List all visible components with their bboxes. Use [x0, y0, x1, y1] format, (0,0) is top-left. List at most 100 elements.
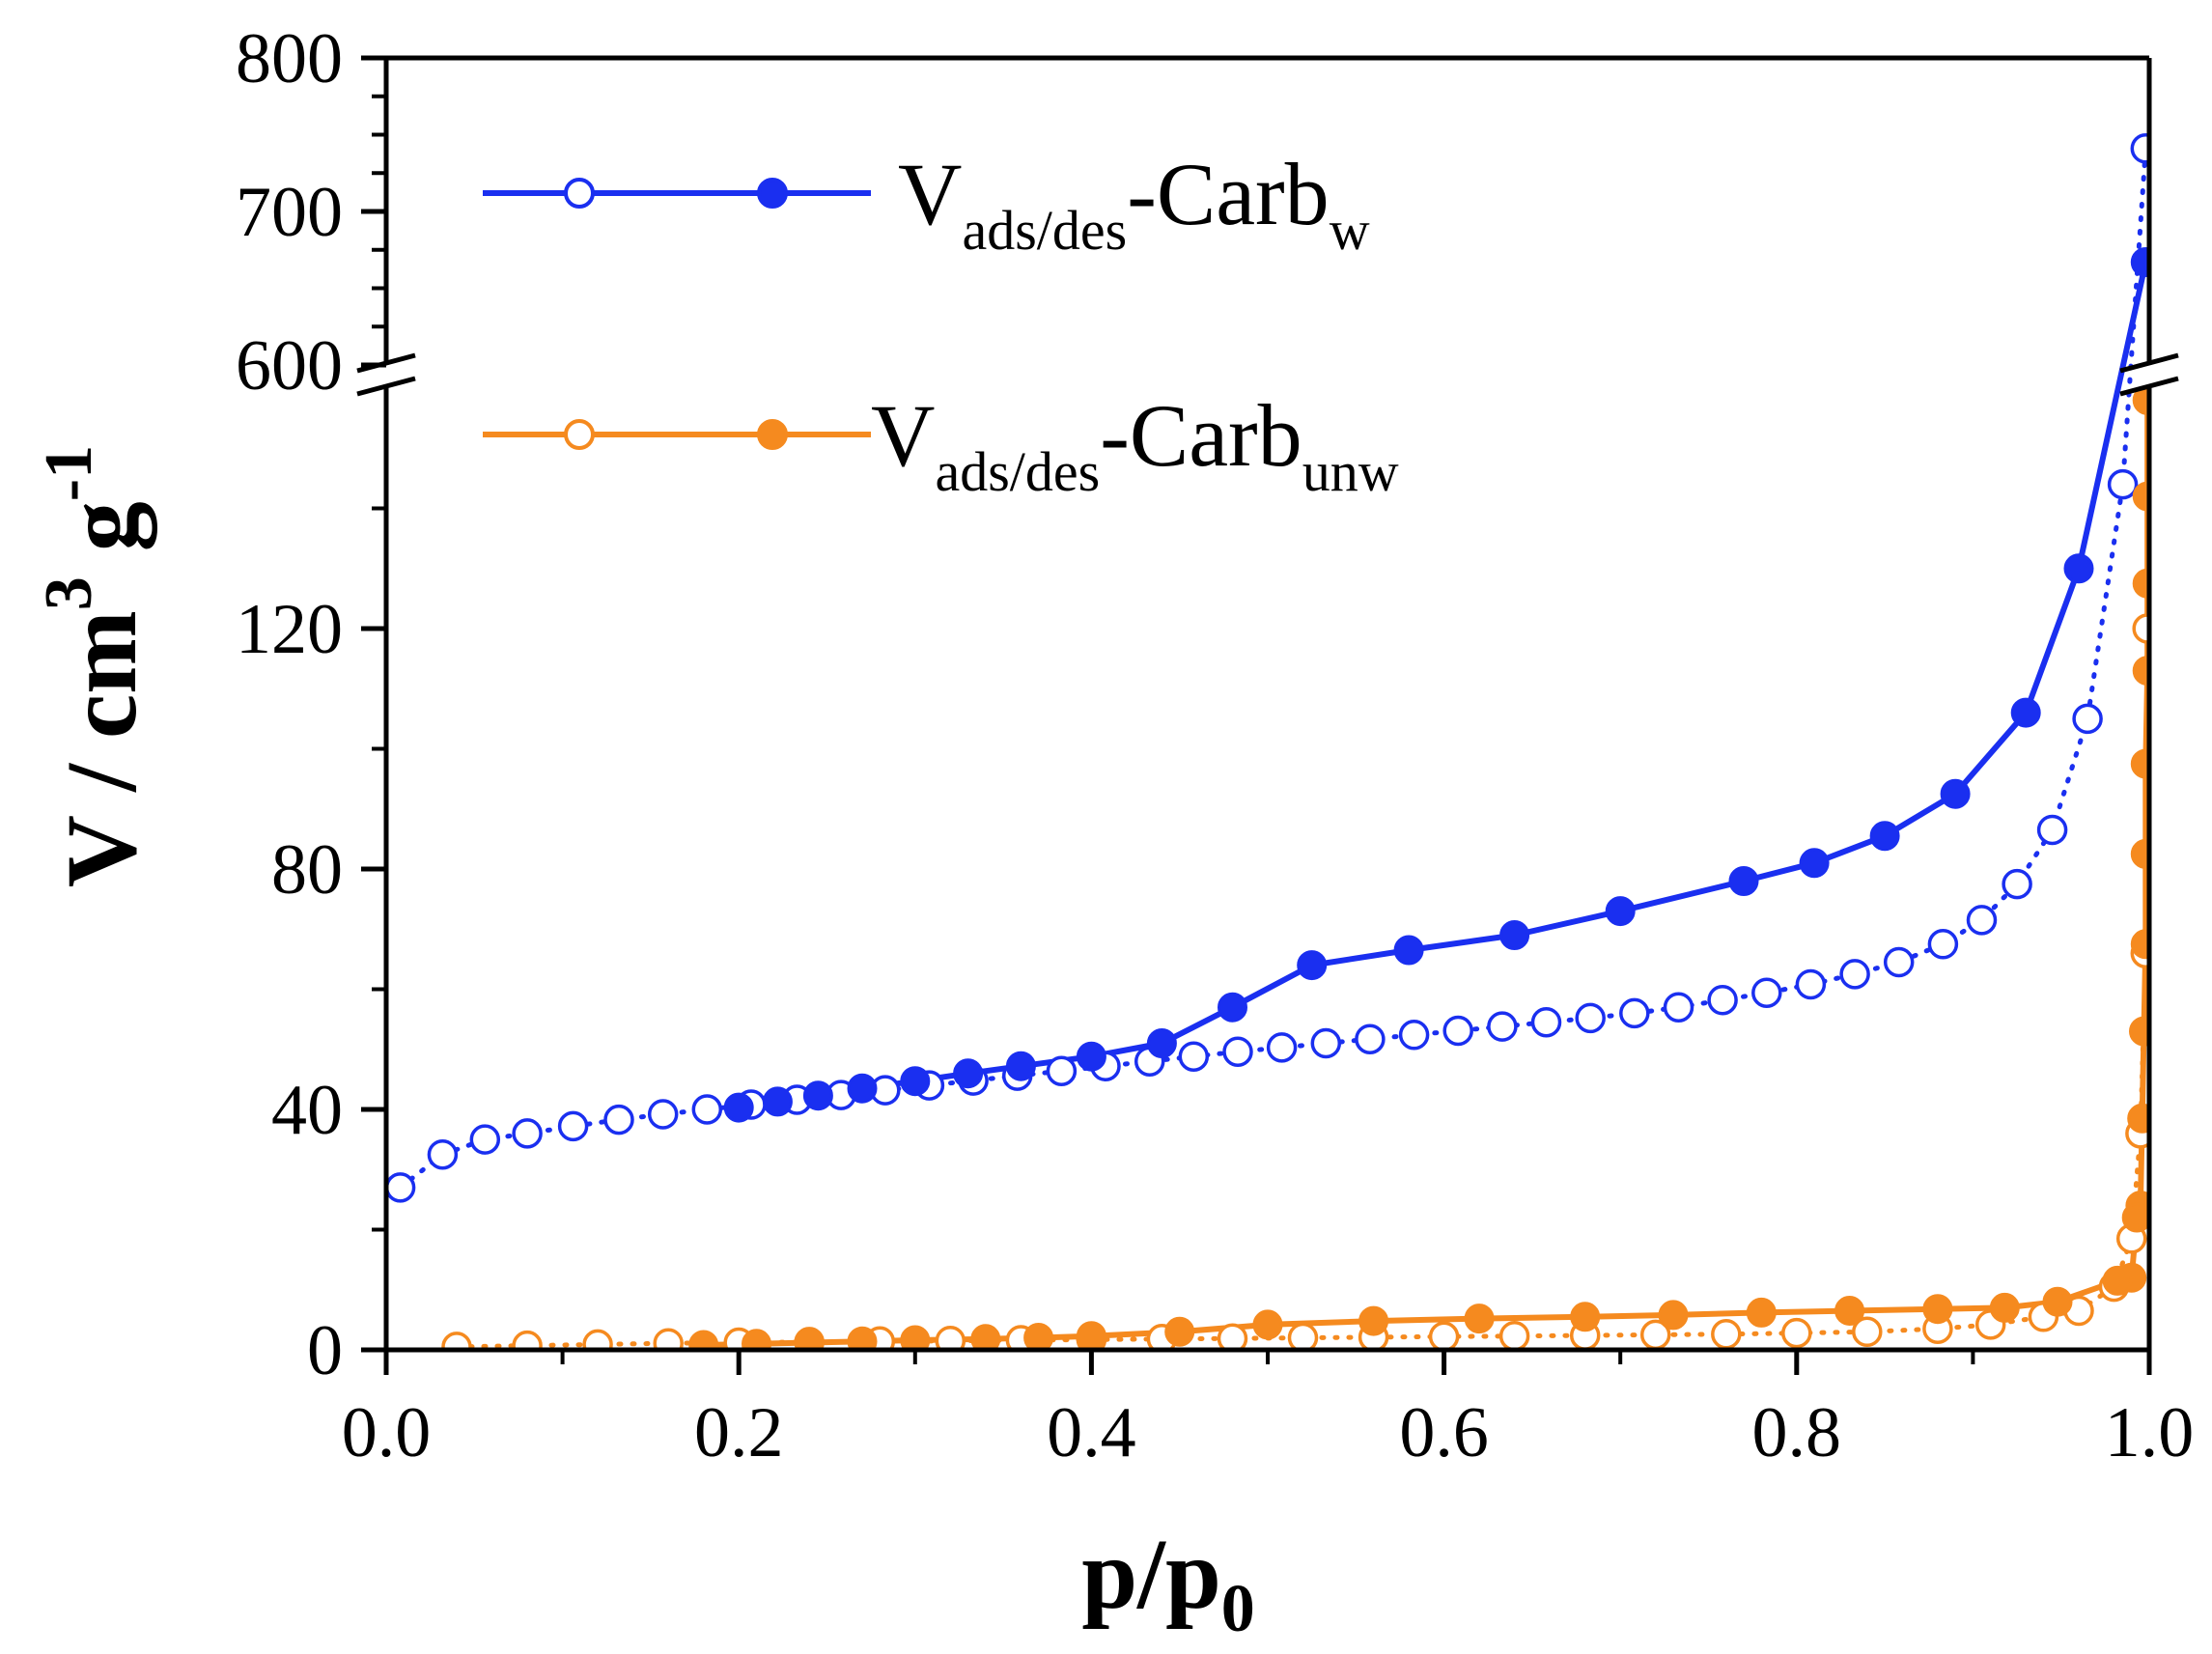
- data-point-carb_unw_des: [2130, 838, 2149, 869]
- data-point-carb_unw_ads: [935, 1325, 966, 1350]
- legend-open-marker-carb-w: [564, 178, 595, 209]
- data-point-carb_w_ads: [1751, 977, 1782, 1008]
- data-point-carb_w_ads: [2130, 133, 2149, 164]
- y-tick-label-upper: 700: [236, 173, 343, 252]
- data-point-carb_w_ads: [2107, 468, 2139, 500]
- x-tick-label: 0.4: [1047, 1393, 1136, 1472]
- data-point-carb_w_ads: [427, 1138, 459, 1170]
- data-point-carb_w_des: [1869, 821, 1900, 852]
- data-point-carb_w_des: [1393, 935, 1424, 966]
- y-tick-label: 40: [271, 1071, 343, 1150]
- data-point-carb_w_ads: [1663, 992, 1694, 1023]
- data-point-carb_unw_des: [1164, 1316, 1195, 1347]
- data-point-carb_unw_des: [1252, 1309, 1283, 1340]
- data-point-carb_unw_des: [1570, 1302, 1601, 1332]
- data-point-carb_unw_ads: [1428, 1321, 1460, 1350]
- data-point-carb_w_des: [1799, 848, 1830, 879]
- data-point-carb_w_ads: [1966, 905, 1998, 936]
- data-point-carb_unw_des: [2121, 1202, 2149, 1233]
- data-point-carb_w_ads: [1795, 968, 1827, 1000]
- series-line-carb_w_des: [736, 259, 2149, 1111]
- axis-ticks: 0.0 0.2 0.4 0.6 0.8 1.0 0 40 80 120 600 700 800: [236, 19, 2194, 1472]
- data-point-carb_unw_des: [1746, 1297, 1777, 1328]
- series-markers-carb_unw_des: [688, 384, 2149, 1350]
- data-point-carb_w_ads: [1619, 997, 1650, 1029]
- data-point-carb_w_ads: [469, 1124, 501, 1155]
- axis-break-mark-left-lower: [356, 376, 416, 397]
- data-point-carb_w_ads: [512, 1118, 543, 1149]
- data-point-carb_unw_ads: [441, 1332, 472, 1350]
- data-point-carb_unw_des: [1076, 1321, 1106, 1350]
- data-point-carb_w_des: [723, 1092, 754, 1123]
- data-point-carb_w_ads: [1310, 1027, 1342, 1059]
- x-axis-title: p/p0: [1081, 1519, 1255, 1646]
- data-point-carb_w_ads: [647, 1099, 679, 1130]
- data-point-carb_w_ads: [1178, 1041, 1210, 1072]
- data-point-carb_w_ads: [386, 1172, 416, 1203]
- data-point-carb_unw_des: [688, 1330, 719, 1350]
- data-point-carb_w_des: [1499, 920, 1530, 950]
- y-tick-label-upper: 600: [236, 326, 343, 406]
- data-point-carb_unw_ads: [1498, 1320, 1530, 1350]
- data-point-carb_unw_des: [2127, 1103, 2149, 1134]
- data-point-carb_w_ads: [1442, 1015, 1473, 1047]
- x-tick-label: 0.6: [1399, 1393, 1489, 1472]
- plot-area: [386, 133, 2149, 1350]
- data-point-carb_unw_ads: [1217, 1323, 1248, 1350]
- data-point-carb_unw_des: [1834, 1296, 1865, 1326]
- legend-label-carb-w: Vads/des-Carbw: [898, 145, 1370, 262]
- axis-break-mark-right-upper: [2119, 352, 2179, 374]
- series-line-carb_unw_ads: [454, 626, 2149, 1350]
- legend-filled-marker-carb-unw: [757, 419, 788, 450]
- data-point-carb_w_des: [2010, 697, 2041, 728]
- data-point-carb_w_des: [802, 1080, 833, 1111]
- data-point-carb_unw_des: [1464, 1304, 1495, 1334]
- data-point-carb_unw_des: [2130, 748, 2149, 779]
- data-point-carb_w_ads: [1222, 1036, 1253, 1067]
- series-markers-carb_w_des: [723, 247, 2149, 1123]
- data-point-carb_w_ads: [2036, 814, 2068, 846]
- series-line-carb_w_ads: [398, 146, 2148, 1191]
- data-point-carb_w_ads: [691, 1094, 723, 1125]
- data-point-carb_w_des: [2063, 553, 2094, 584]
- data-point-carb_w_des: [847, 1073, 878, 1104]
- series-markers-carb_unw_ads: [441, 613, 2149, 1350]
- data-point-carb_unw_ads: [1781, 1317, 1812, 1349]
- x-tick-label: 1.0: [2105, 1393, 2195, 1472]
- series-markers-carb_w_ads: [386, 133, 2149, 1203]
- data-point-carb_w_ads: [557, 1110, 589, 1142]
- data-point-carb_w_ads: [1046, 1055, 1078, 1086]
- data-point-carb_w_ads: [1883, 946, 1915, 978]
- legend-item-carb-w: Vads/des-Carbw: [483, 145, 1370, 262]
- data-point-carb_unw_des: [742, 1329, 771, 1350]
- data-point-carb_unw_des: [2042, 1286, 2073, 1317]
- data-point-carb_unw_des: [847, 1326, 878, 1350]
- data-point-carb_w_des: [1940, 778, 1971, 809]
- y-tick-label: 0: [307, 1311, 343, 1390]
- data-point-carb_w_ads: [1398, 1020, 1430, 1051]
- data-point-carb_unw_des: [970, 1324, 1001, 1350]
- data-point-carb_w_des: [1297, 950, 1328, 981]
- x-tick-label: 0.8: [1752, 1393, 1842, 1472]
- data-point-carb_w_des: [1728, 866, 1759, 896]
- x-tick-label: 0.2: [694, 1393, 784, 1472]
- data-point-carb_w_ads: [603, 1104, 634, 1135]
- data-point-carb_unw_des: [1989, 1292, 2020, 1323]
- data-point-carb_unw_ads: [1711, 1319, 1742, 1350]
- data-point-carb_unw_des: [1023, 1323, 1054, 1350]
- data-point-carb_w_des: [1146, 1028, 1177, 1058]
- data-point-carb_w_ads: [1575, 1002, 1606, 1034]
- data-point-carb_unw_ads: [653, 1328, 684, 1350]
- data-point-carb_unw_des: [2130, 929, 2149, 960]
- data-point-carb_unw_ads: [1852, 1316, 1883, 1348]
- series-line-carb_unw_des: [700, 397, 2149, 1348]
- data-point-carb_w_des: [900, 1066, 931, 1097]
- data-point-carb_unw_des: [1922, 1294, 1953, 1325]
- data-point-carb_unw_des: [900, 1325, 931, 1350]
- data-point-carb_w_des: [1605, 896, 1636, 927]
- legend: Vads/des-Carbw Vads/des-Carbunw: [483, 145, 1399, 503]
- axis-break-mark-right-lower: [2119, 376, 2179, 397]
- data-point-carb_unw_des: [1358, 1305, 1389, 1336]
- y-tick-label-upper: 800: [236, 19, 343, 98]
